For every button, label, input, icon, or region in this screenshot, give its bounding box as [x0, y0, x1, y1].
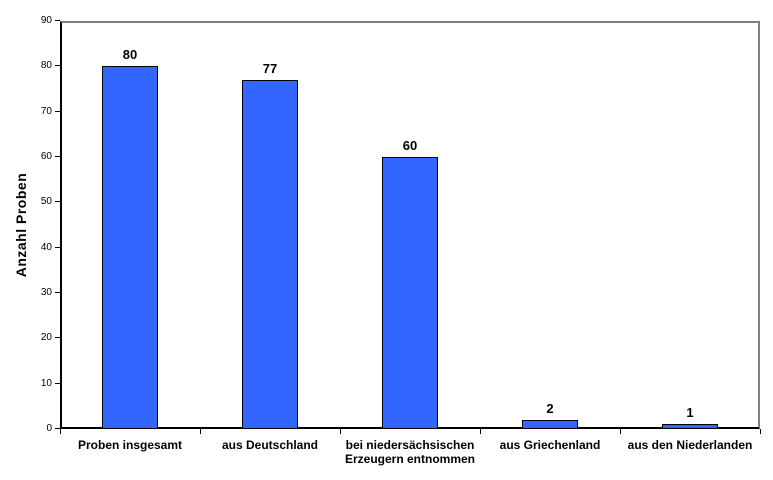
y-tick-label: 50 [40, 196, 52, 208]
bar [662, 424, 718, 429]
y-tick-label: 30 [40, 287, 52, 298]
y-tick-label: 10 [40, 377, 52, 389]
x-category-label: aus Griechenland [499, 438, 601, 452]
bar [522, 419, 578, 429]
x-tick-mark [340, 429, 341, 434]
y-tick-label: 40 [40, 241, 52, 253]
y-tick-mark [55, 201, 60, 203]
y-axis-title: Anzahl Proben [13, 172, 29, 278]
x-tick-mark [200, 429, 201, 434]
bar [102, 66, 158, 429]
y-tick-mark [55, 20, 60, 21]
y-tick-label: 60 [40, 151, 52, 162]
y-tick-mark [55, 65, 60, 67]
y-tick-mark [55, 110, 60, 112]
y-tick-mark [55, 292, 60, 293]
x-tick-mark [480, 429, 481, 434]
y-tick-mark [55, 428, 60, 429]
bar-value-label: 77 [262, 60, 278, 76]
y-tick-mark [55, 337, 60, 339]
y-tick-label: 80 [40, 60, 52, 72]
x-tick-mark [760, 429, 761, 434]
y-tick-mark [55, 246, 60, 248]
x-tick-mark [60, 429, 61, 434]
x-tick-mark [620, 429, 621, 434]
y-tick-label: 0 [46, 423, 52, 434]
y-tick-mark [55, 382, 60, 384]
bar-value-label: 2 [546, 400, 554, 416]
bar-value-label: 1 [686, 405, 694, 421]
y-tick-label: 20 [40, 332, 52, 344]
y-tick-label: 70 [40, 105, 52, 117]
x-category-label: aus Deutschland [221, 438, 319, 452]
x-category-label: Proben insgesamt [77, 438, 183, 452]
x-category-label: bei niedersächsischen Erzeugern entnomme… [344, 438, 476, 466]
y-tick-label: 90 [40, 15, 52, 26]
bar [242, 79, 298, 429]
x-category-label: aus den Niederlanden [627, 438, 753, 452]
bar-value-label: 60 [402, 138, 418, 153]
bar [382, 157, 438, 429]
bar-value-label: 80 [122, 47, 138, 63]
y-tick-mark [55, 156, 60, 157]
